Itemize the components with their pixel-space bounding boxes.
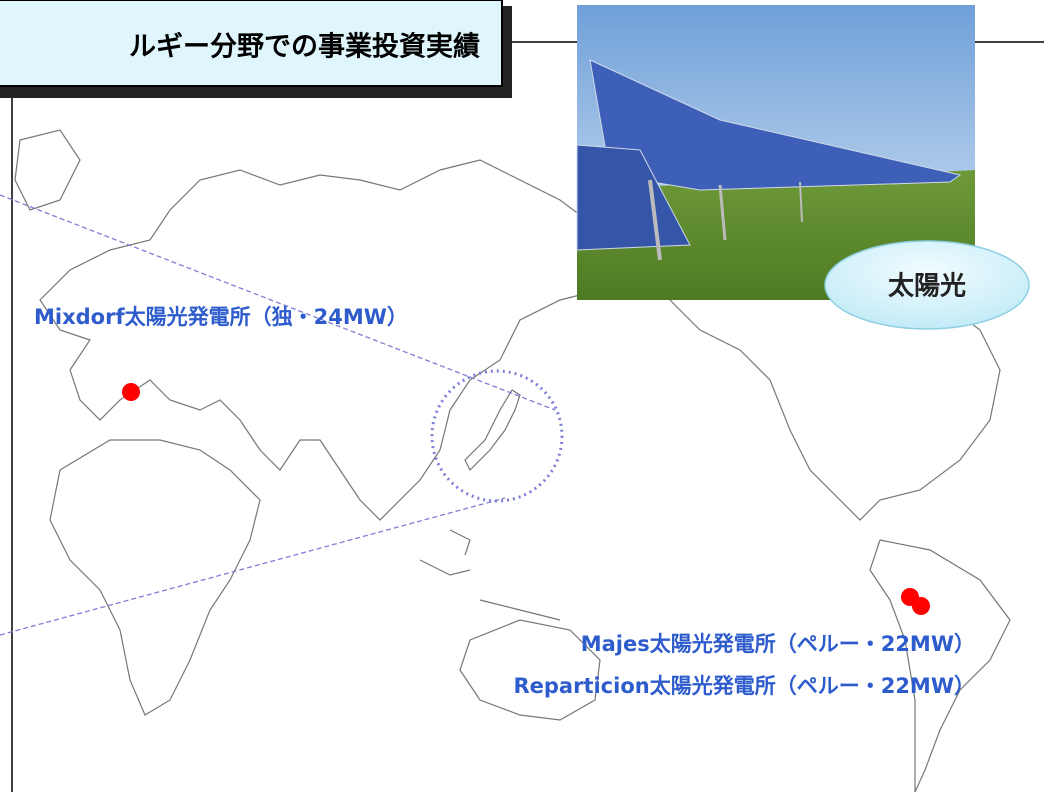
bubble-label: 太陽光 (888, 272, 966, 302)
solar-photo (576, 5, 975, 300)
guide-line (0, 497, 506, 636)
site-marker (122, 383, 140, 401)
guide-line (0, 194, 556, 411)
title-box (0, 0, 503, 87)
site-marker (912, 597, 930, 615)
site-label: Reparticion太陽光発電所（ペルー・22MW） (513, 674, 975, 698)
title: ルギー分野での事業投資実績 (129, 31, 480, 63)
site-label: Mixdorf太陽光発電所（独・24MW） (34, 305, 408, 329)
label-bubble (824, 240, 1030, 330)
japan-highlight (430, 369, 564, 503)
site-label: Majes太陽光発電所（ペルー・22MW） (581, 632, 975, 656)
